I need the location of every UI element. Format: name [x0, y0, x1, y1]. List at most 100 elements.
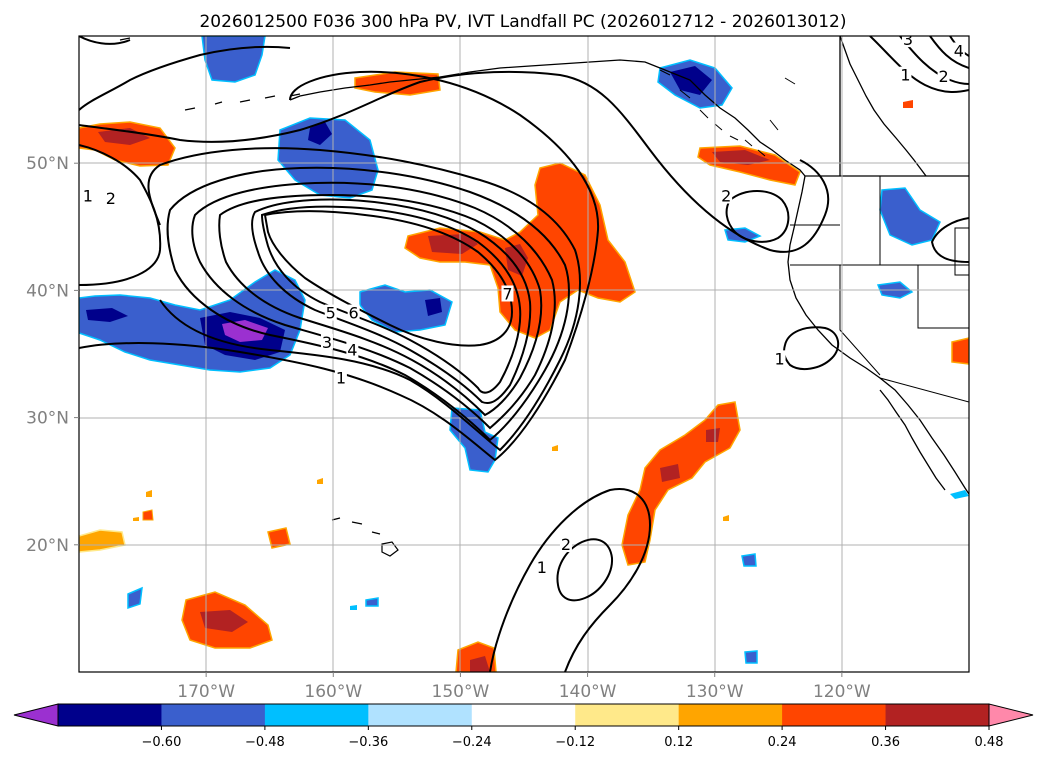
- y-tick-label: 50°N: [26, 154, 69, 174]
- contour-7-inner: [263, 210, 514, 347]
- pos-core-central-2: [505, 244, 528, 276]
- colorbar-segment: [58, 704, 162, 726]
- contour-label-bg: [937, 67, 950, 84]
- contour-label-bg: [773, 350, 786, 367]
- coast-bc: [839, 36, 927, 177]
- contour-1-south: [489, 488, 652, 672]
- contour-1-w-top: [79, 45, 291, 111]
- coast-alaska-south: [289, 59, 806, 177]
- pos-blob-top-central: [354, 71, 441, 96]
- neg-blob-top-left: [201, 36, 266, 83]
- contour-3: [166, 166, 570, 442]
- colorbar-segment: [264, 704, 369, 726]
- pos-blob-subtropical-band: [621, 401, 741, 566]
- colorbar-tick-label: −0.24: [452, 735, 492, 750]
- contour-5: [218, 193, 543, 417]
- neg-small-1: [741, 553, 757, 567]
- contour-label-bg: [559, 536, 572, 553]
- coast-west-us: [787, 175, 969, 495]
- contour-label: 1: [774, 349, 784, 368]
- contour-label: 1: [900, 66, 910, 85]
- contour-label: 2: [721, 187, 731, 206]
- border-mexico: [879, 377, 969, 403]
- colorbar-tick-label: 0.12: [664, 735, 693, 750]
- contour-label: 4: [347, 340, 357, 359]
- colorbar: −0.60 −0.48 −0.36 −0.24 −0.12 0.12 0.24 0.36 0.4…: [13, 703, 1034, 750]
- border-state-3: [839, 265, 881, 376]
- colorbar-extend-min: [13, 703, 59, 727]
- border-state-4: [917, 265, 969, 329]
- contour-label-bg: [899, 66, 912, 83]
- x-tick-label: 160°W: [304, 682, 362, 702]
- pos-core-subtropical-2: [660, 464, 680, 482]
- gridlines: [79, 36, 969, 672]
- contour-label-bg: [720, 187, 733, 204]
- pos-core-sw: [200, 610, 248, 632]
- contour-7: [260, 205, 522, 394]
- contour-1-california: [783, 326, 840, 371]
- coast-baja: [879, 389, 946, 491]
- colorbar-tick-label: 0.24: [768, 735, 797, 750]
- aleutians: [119, 37, 301, 111]
- neg-core-west-edge: [86, 308, 128, 322]
- y-tick-label: 30°N: [26, 409, 69, 429]
- contour-label: 7: [502, 284, 512, 303]
- contour-label-bg: [104, 190, 117, 207]
- neg-small-7: [950, 490, 969, 499]
- neg-max-nw-pacific: [222, 320, 268, 342]
- colorbar-segment: [782, 704, 887, 726]
- contour-label-bg: [952, 42, 965, 59]
- x-tick-label: 170°W: [177, 682, 235, 702]
- contour-label: 1: [83, 187, 93, 206]
- colorbar-tick-label: −0.48: [245, 735, 285, 750]
- contour-label-bg: [81, 187, 94, 204]
- y-tick-label: 20°N: [26, 536, 69, 556]
- neg-small-2: [744, 650, 758, 664]
- contour-label-bg: [535, 558, 548, 575]
- pos-small-5: [723, 515, 729, 521]
- contour-label: 6: [349, 304, 359, 323]
- contour-label-bg: [347, 304, 360, 321]
- pos-core-south-bottom: [470, 656, 490, 672]
- colorbar-segment: [678, 704, 783, 726]
- contour-label-bg: [324, 304, 337, 321]
- chart-title: 2026012500 F036 300 hPa PV, IVT Landfall…: [199, 12, 846, 32]
- contour-1-north: [79, 70, 830, 253]
- colorbar-tick-label: −0.12: [555, 735, 595, 750]
- contour-label-bg: [320, 333, 333, 350]
- colorbar-segment: [471, 704, 576, 726]
- contour-6: [251, 198, 532, 404]
- contour-label-bg: [501, 285, 514, 302]
- neg-small-5: [350, 605, 357, 610]
- x-tick-label: 120°W: [813, 682, 871, 702]
- contour-label: 3: [903, 30, 913, 49]
- contour-3-ne: [929, 36, 969, 69]
- neg-core-mid-pacific: [425, 298, 442, 316]
- border-state-5: [954, 227, 969, 276]
- contour-label: 3: [322, 333, 332, 352]
- x-tick-label: 150°W: [432, 682, 490, 702]
- colorbar-segment: [368, 704, 473, 726]
- x-tick-label: 130°W: [686, 682, 744, 702]
- pos-blob-baja-edge: [951, 337, 969, 365]
- contour-label: 4: [954, 42, 964, 61]
- pos-small-hawaii-west: [267, 527, 291, 549]
- pos-core-vancouver: [712, 150, 770, 165]
- contour-label: 1: [336, 368, 346, 387]
- contour-label: 2: [106, 189, 116, 208]
- pos-small-6: [903, 100, 913, 108]
- x-tick-label: 140°W: [559, 682, 617, 702]
- neg-small-4: [365, 597, 379, 607]
- contour-1-ne: [869, 36, 969, 93]
- contour-1-bc: [930, 217, 969, 263]
- contour-label-bg: [901, 36, 914, 48]
- y-tick-label: 40°N: [26, 281, 69, 301]
- contour-4: [191, 181, 556, 430]
- pos-core-central-1: [428, 234, 478, 254]
- pos-small-1: [142, 509, 154, 521]
- contour-label: 1: [537, 558, 547, 577]
- contour-label: 2: [938, 67, 948, 86]
